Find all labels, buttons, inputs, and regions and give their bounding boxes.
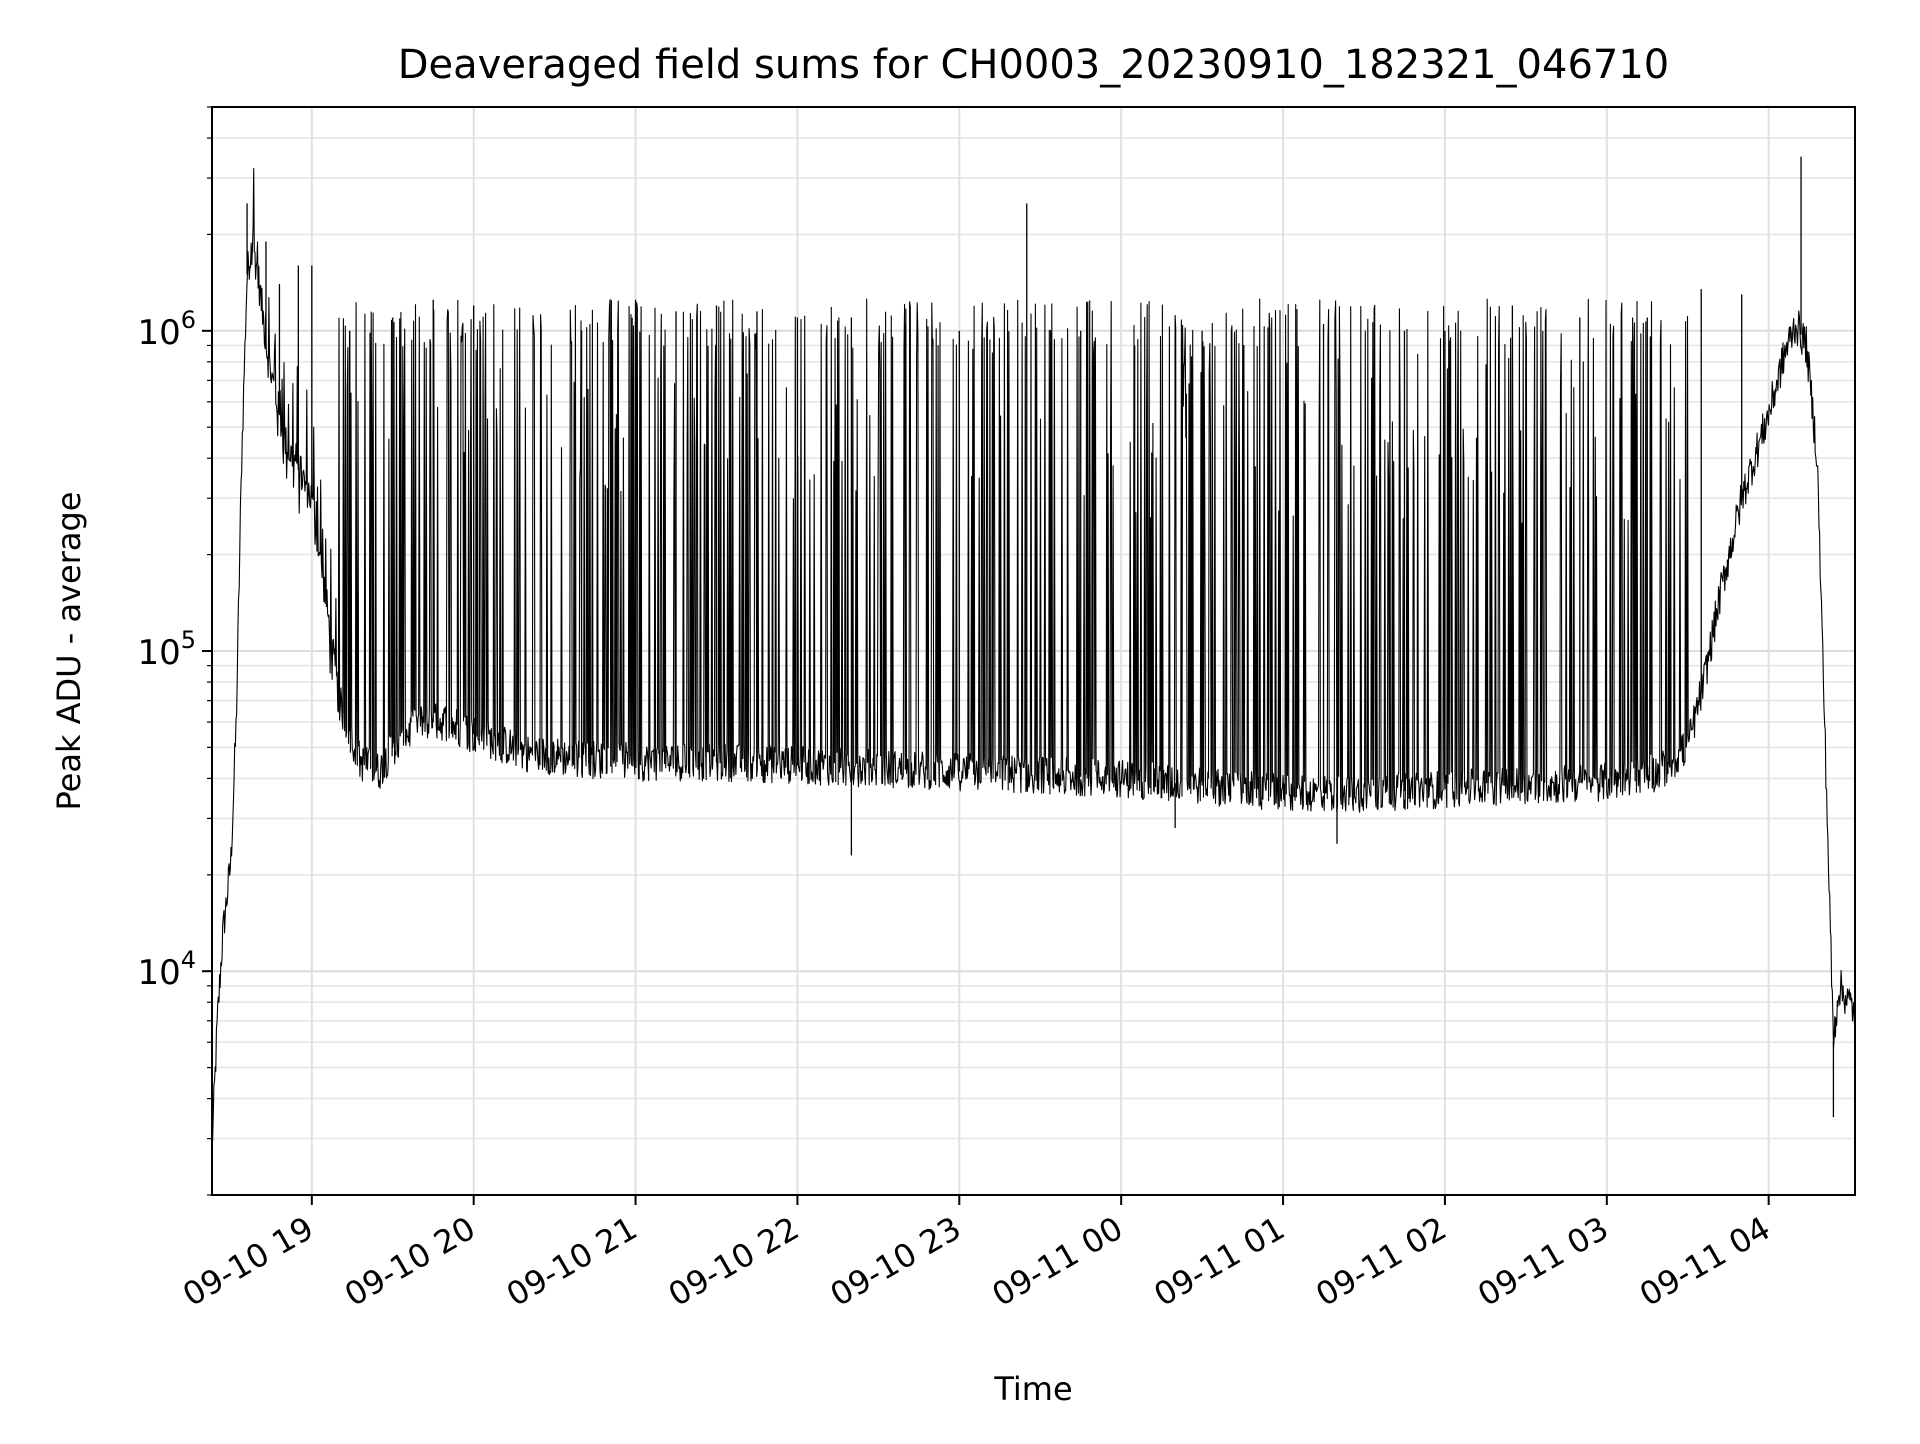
grid-lines — [212, 106, 1855, 1196]
y-tick-exponent: 4 — [181, 946, 196, 974]
y-tick-label: 105 — [137, 626, 196, 673]
series-line — [211, 167, 1856, 1143]
y-tick-label: 104 — [137, 946, 196, 993]
y-tick-exponent: 6 — [181, 306, 196, 334]
y-tick-base: 10 — [137, 953, 180, 993]
plot-area — [211, 156, 1856, 1143]
y-tick-label: 106 — [137, 306, 196, 353]
y-tick-exponent: 5 — [181, 626, 196, 654]
y-axis-label: Peak ADU - average — [50, 492, 88, 811]
chart-title: Deaveraged field sums for CH0003_2023091… — [398, 42, 1670, 88]
y-tick-base: 10 — [137, 313, 180, 353]
y-tick-base: 10 — [137, 633, 180, 673]
x-axis-label: Time — [993, 1370, 1072, 1408]
